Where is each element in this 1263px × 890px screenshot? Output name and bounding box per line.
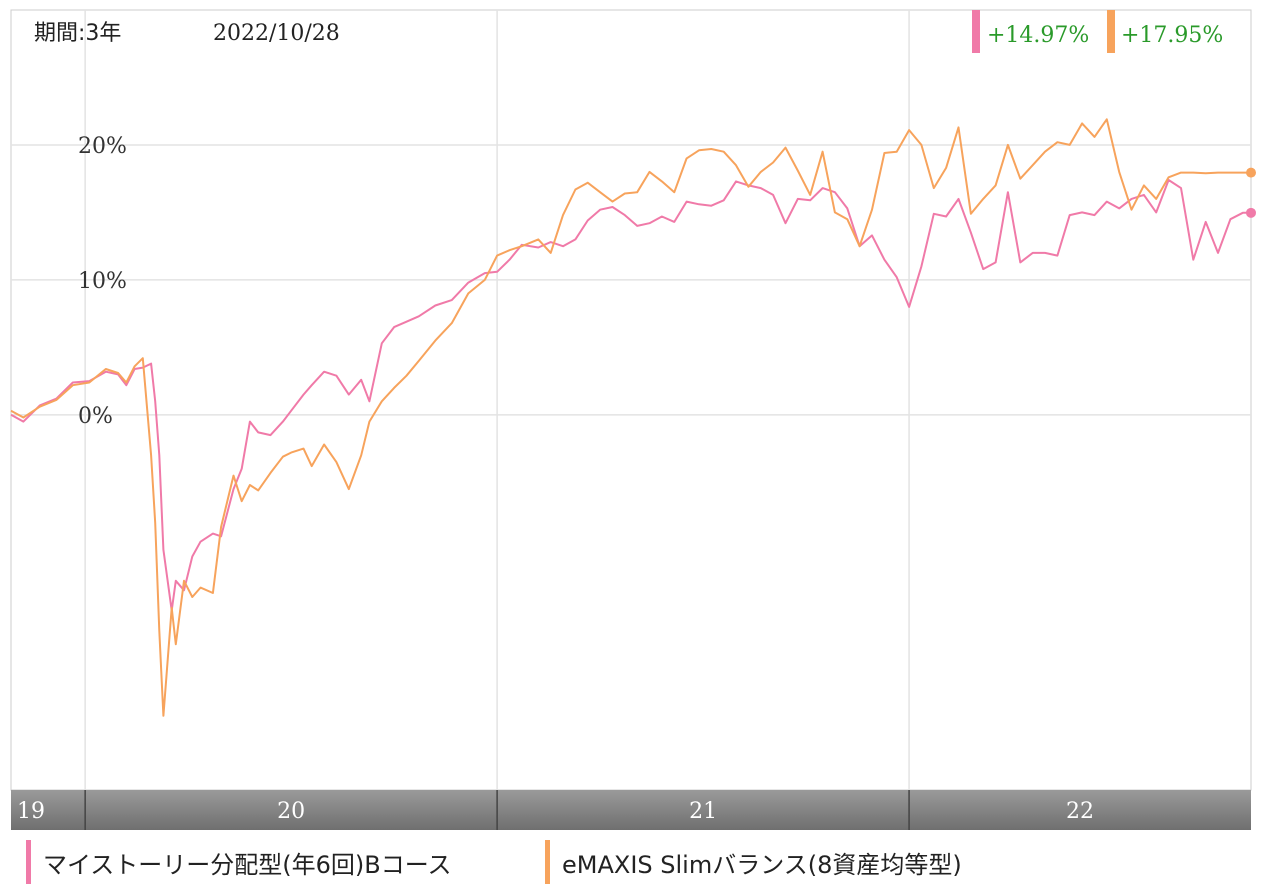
x-tick-label: 22 [1066, 799, 1094, 824]
legend-swatch [26, 840, 31, 884]
y-tick-label: 10% [78, 269, 127, 294]
y-tick-label: 20% [78, 134, 127, 159]
legend-item-emaxis: eMAXIS Slimバランス(8資産均等型) [545, 840, 962, 884]
series-endpoints [1246, 167, 1256, 218]
x-tick-label: 21 [689, 799, 717, 824]
series-line-2 [10, 118, 1251, 717]
legend-label: マイストーリー分配型(年6回)Bコース [43, 850, 452, 879]
x-axis-bar [11, 790, 1251, 830]
series-endpoint-2 [1246, 167, 1256, 178]
x-tick-label: 19 [17, 799, 45, 824]
series-endpoint-1 [1246, 207, 1256, 218]
legend-item-mystory: マイストーリー分配型(年6回)Bコース [26, 840, 452, 884]
y-tick-label: 0% [78, 404, 113, 429]
return-swatch-1 [972, 10, 980, 53]
plot-area [10, 9, 1252, 791]
y-axis-ticks: 0% 10% 20% [78, 134, 127, 429]
performance-chart: 0% 10% 20% 期間:3年 2022/10/28 +14.97% +17.95… [10, 9, 1256, 830]
x-axis-ticks: 19 20 21 22 [17, 790, 1094, 830]
x-tick-label: 20 [277, 799, 305, 824]
chart-date: 2022/10/28 [213, 21, 340, 46]
period-label: 期間:3年 [34, 21, 121, 46]
legend: マイストーリー分配型(年6回)Bコース eMAXIS Slimバランス(8資産均… [0, 832, 1263, 890]
return-swatch-2 [1107, 10, 1115, 53]
return-value-1: +14.97% [987, 23, 1089, 48]
grid-lines [11, 10, 1251, 790]
return-value-2: +17.95% [1121, 23, 1223, 48]
legend-swatch [545, 840, 550, 884]
series-line-1 [10, 179, 1251, 612]
series-lines [10, 118, 1251, 717]
legend-label: eMAXIS Slimバランス(8資産均等型) [562, 850, 962, 879]
